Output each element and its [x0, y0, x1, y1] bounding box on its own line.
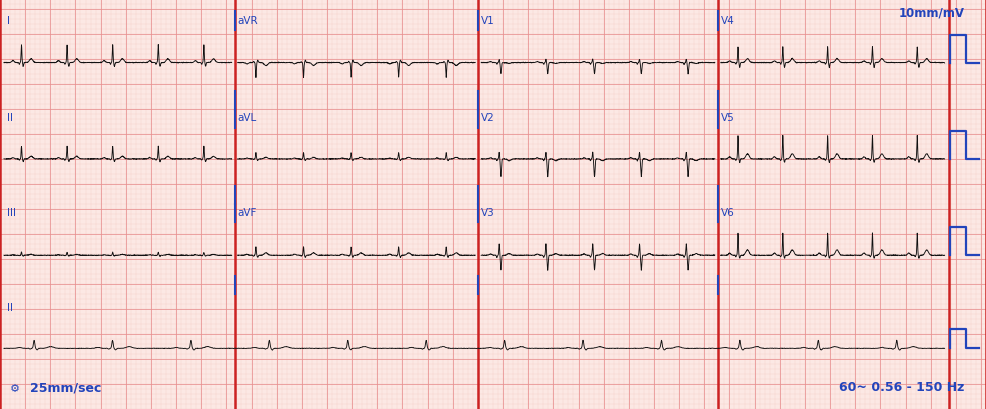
- Text: V6: V6: [721, 208, 735, 218]
- Text: aVF: aVF: [238, 208, 257, 218]
- Text: aVL: aVL: [238, 112, 257, 122]
- Text: 25mm/sec: 25mm/sec: [30, 380, 101, 393]
- Text: aVR: aVR: [238, 16, 258, 26]
- Text: ⚙: ⚙: [10, 384, 20, 393]
- Text: V1: V1: [481, 16, 495, 26]
- Text: V5: V5: [721, 112, 735, 122]
- Text: 10mm/mV: 10mm/mV: [898, 7, 964, 20]
- Text: II: II: [7, 112, 13, 122]
- Text: II: II: [7, 303, 13, 312]
- Text: 60~ 0.56 - 150 Hz: 60~ 0.56 - 150 Hz: [839, 380, 964, 393]
- Text: III: III: [7, 208, 16, 218]
- Text: V4: V4: [721, 16, 735, 26]
- Text: V3: V3: [481, 208, 495, 218]
- Text: V2: V2: [481, 112, 495, 122]
- Text: I: I: [7, 16, 10, 26]
